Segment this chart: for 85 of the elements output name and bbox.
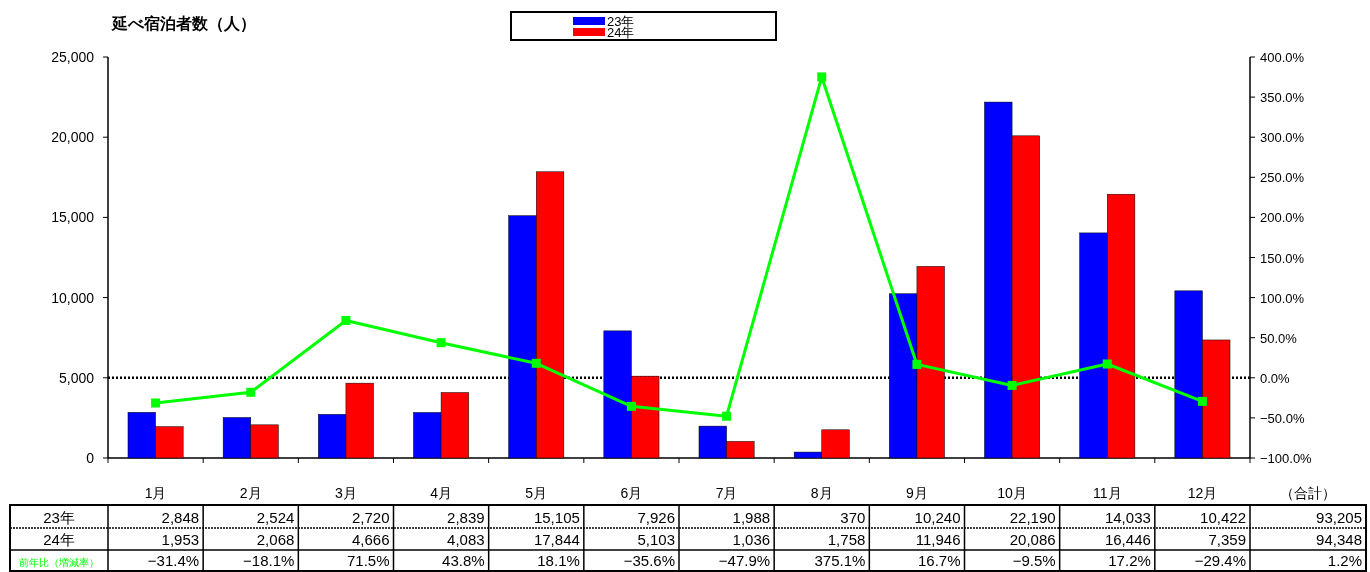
y2-tick-label: 150.0% [1260, 250, 1305, 266]
x-tick-label: 11月 [1092, 485, 1122, 501]
data-label: 14,033 [1104, 509, 1151, 526]
data-label: 2,524 [256, 509, 295, 526]
data-label: −31.4% [147, 552, 200, 569]
y-tick-label: 5,000 [58, 369, 95, 386]
data-label: 18.1% [537, 552, 580, 569]
text: 93,205 [1316, 509, 1362, 526]
data-label: 1,988 [732, 509, 771, 526]
point [246, 387, 256, 397]
data-label: 7,926 [637, 509, 675, 526]
point [817, 72, 827, 82]
point [1007, 380, 1017, 390]
point [151, 398, 161, 408]
y2-tick-label: 200.0% [1260, 210, 1305, 226]
data-label: −9.5% [1012, 552, 1056, 569]
data-label: 22,190 [1009, 509, 1056, 526]
y2-tick-label: 350.0% [1260, 90, 1305, 106]
data-label: 370 [840, 509, 866, 526]
x-tick-label: 1月 [144, 485, 167, 501]
data-label: 10,240 [914, 509, 961, 526]
y2-tick-label: 100.0% [1260, 290, 1305, 306]
data-label: 20,086 [1009, 531, 1056, 548]
data-label: 5,103 [637, 531, 675, 548]
y-tick-label: 10,000 [51, 289, 95, 306]
data-label: 2,839 [447, 509, 485, 526]
point [341, 315, 351, 325]
data-label: −35.6% [623, 552, 675, 569]
y-axis-title: 延べ宿泊者数（人） [111, 14, 256, 33]
point [531, 358, 541, 368]
data-label: 7,359 [1208, 531, 1246, 548]
data-label: −29.4% [1194, 552, 1246, 569]
x-tick-label: 6月 [620, 485, 643, 501]
text: 24年 [43, 531, 75, 548]
point [626, 401, 636, 411]
data-label: 4,083 [447, 531, 485, 548]
data-label: 71.5% [346, 552, 390, 569]
text: 前年比（増減率） [19, 557, 99, 568]
data-label: 2,068 [256, 531, 295, 548]
point [1197, 396, 1207, 406]
data-label: 16,446 [1104, 531, 1151, 548]
data-label: −47.9% [718, 552, 771, 569]
text: （合計） [1280, 485, 1336, 501]
data-label: 2,848 [161, 509, 200, 526]
x-tick-label: 12月 [1187, 485, 1218, 501]
data-label: 1,036 [732, 531, 771, 548]
x-tick-label: 5月 [525, 485, 548, 501]
point [722, 411, 732, 421]
y-tick-label: 0 [86, 450, 95, 466]
x-tick-label: 2月 [239, 485, 262, 501]
data-label: 10,422 [1200, 509, 1246, 526]
data-label: 1,953 [161, 531, 200, 548]
y2-tick-label: −100.0% [1260, 451, 1313, 466]
text: 94,348 [1316, 531, 1362, 548]
data-label: 43.8% [442, 552, 485, 569]
y2-tick-label: 300.0% [1260, 130, 1305, 146]
x-tick-label: 10月 [997, 485, 1027, 501]
point [1102, 359, 1112, 369]
y2-tick-label: 250.0% [1260, 170, 1305, 186]
x-tick-label: 4月 [430, 485, 452, 501]
data-label: 17,844 [533, 531, 580, 548]
y2-tick-label: 400.0% [1260, 50, 1305, 65]
x-tick-label: 3月 [335, 485, 357, 501]
data-label: 4,666 [351, 531, 390, 548]
point [436, 338, 446, 348]
y2-tick-label: 50.0% [1260, 330, 1298, 346]
x-tick-label: 9月 [906, 485, 928, 501]
data-label: 15,105 [533, 509, 580, 526]
y-tick-label: 20,000 [51, 129, 95, 146]
x-tick-label: 8月 [810, 485, 833, 501]
data-label: 17.2% [1108, 552, 1151, 569]
y2-tick-label: 0.0% [1260, 370, 1291, 386]
text: 23年 [43, 509, 75, 526]
data-label: 11,946 [915, 531, 961, 548]
text: 1.2% [1327, 552, 1362, 569]
data-label: 16.7% [917, 552, 961, 569]
data-label: 2,720 [351, 509, 390, 526]
x-tick-label: 7月 [715, 485, 738, 501]
point [912, 359, 922, 369]
data-label: 375.1% [814, 552, 866, 569]
y2-tick-label: −50.0% [1260, 410, 1305, 426]
y-tick-label: 15,000 [51, 209, 95, 226]
y-tick-label: 25,000 [51, 49, 95, 65]
data-label: −18.1% [243, 552, 295, 569]
data-label: 1,758 [827, 531, 866, 548]
